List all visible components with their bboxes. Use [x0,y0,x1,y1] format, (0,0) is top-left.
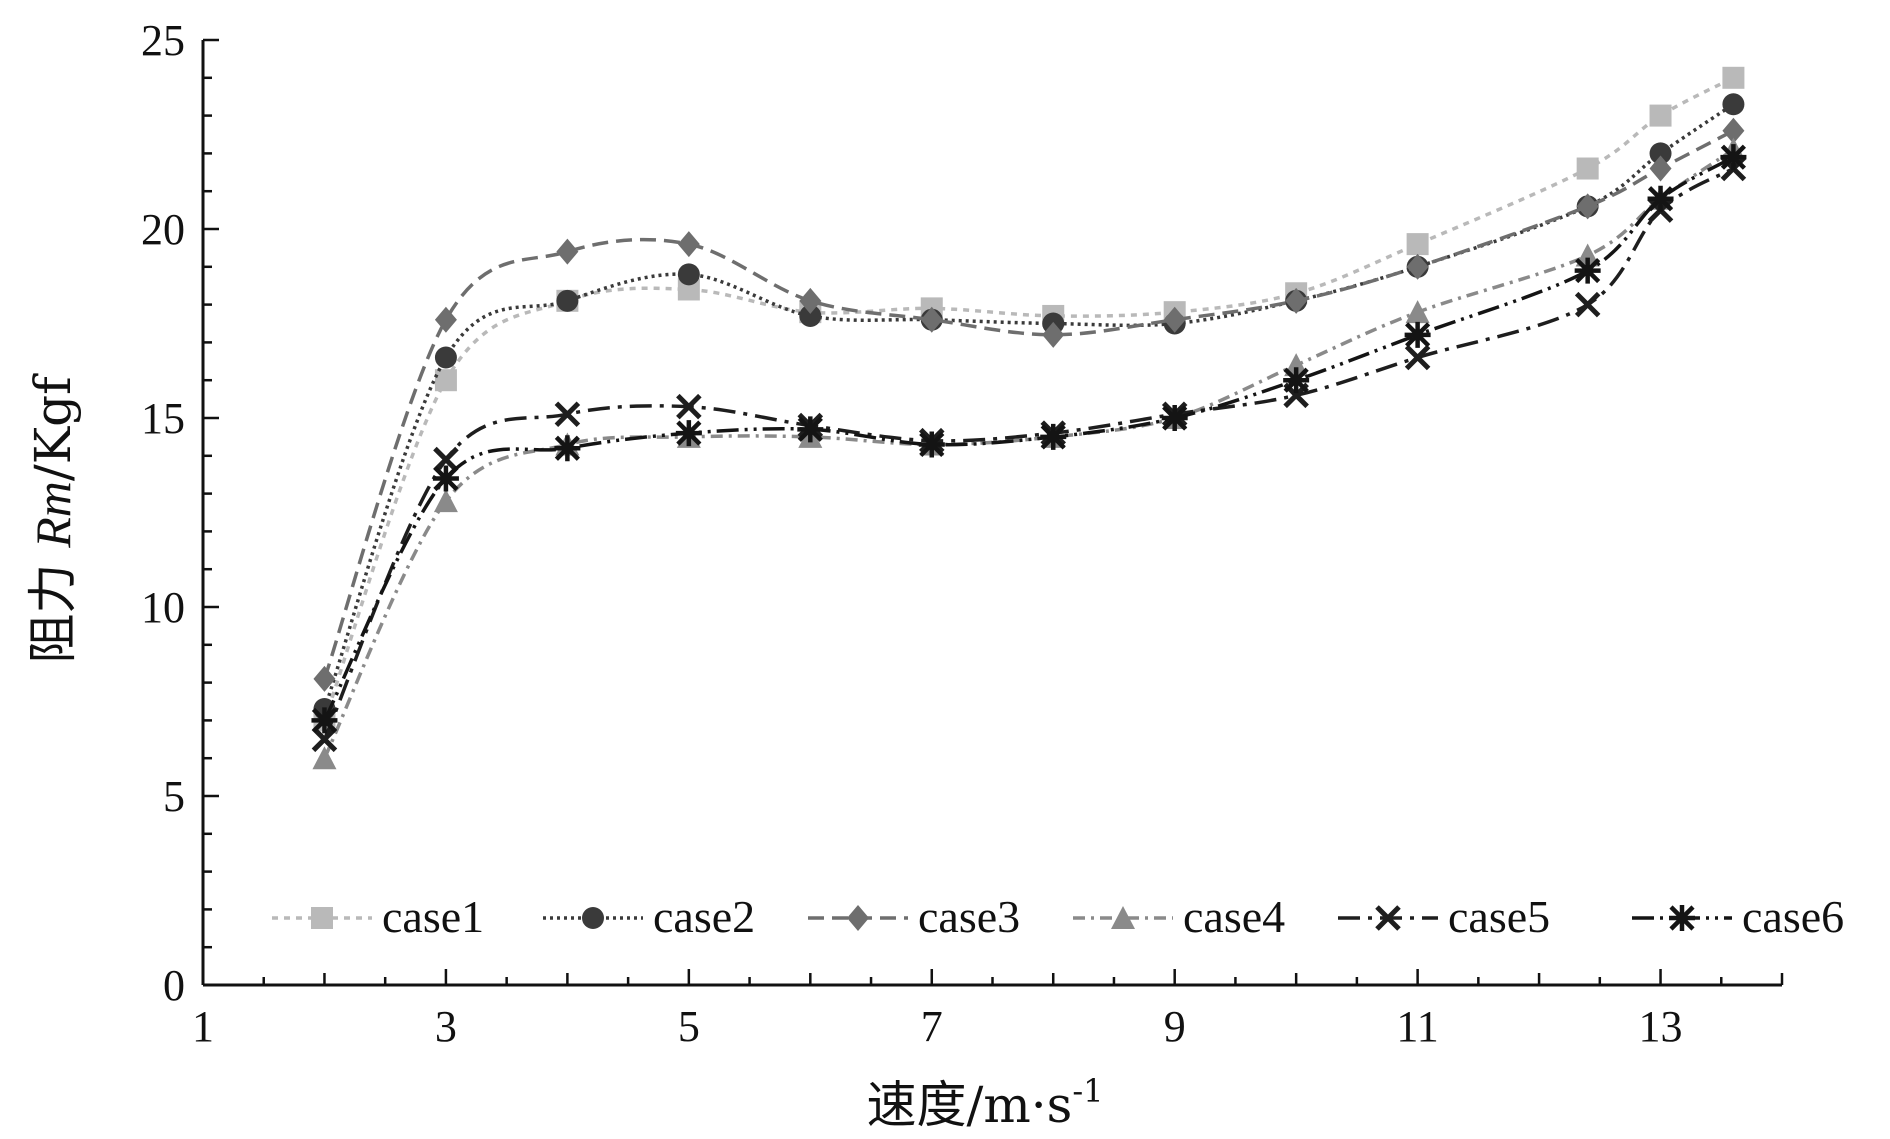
case4-point [1405,300,1430,324]
case4-point [433,489,458,513]
case4-line [322,148,1735,759]
case3-point [920,306,943,333]
legend-swatch-marker [1111,906,1135,929]
legend-label: case5 [1448,891,1550,942]
case1-point [434,369,457,392]
case5-point [1404,344,1431,371]
case2-point [1649,142,1672,165]
legend-item-case6: case6 [1632,891,1844,942]
case6-point [1647,185,1674,212]
case4-point [1575,243,1600,267]
case2-line [322,102,1735,710]
case2-point [434,346,457,369]
case5-line [322,166,1735,740]
case6-point [918,431,945,458]
case6-line [322,155,1735,722]
x-tick-label: 1 [192,1002,214,1051]
legend-label: case6 [1742,891,1844,942]
case2-point [1722,93,1745,116]
legend-item-case4: case4 [1073,891,1285,942]
case1-point [1406,233,1429,256]
y-axis-title: 阻力 Rm/Kgf [24,373,82,664]
case6-point [1720,144,1747,171]
y-tick-label: 20 [141,205,185,254]
legend-swatch-marker [311,907,333,929]
case1-point [1722,66,1745,89]
legend-item-case1: case1 [272,891,484,942]
case3-line [322,129,1735,680]
y-tick-label: 15 [141,394,185,443]
case5-point [311,726,338,753]
x-tick-label: 7 [921,1002,943,1051]
case6-point [1040,423,1067,450]
series-case3 [313,117,1745,692]
case2-point [556,289,579,312]
case2-point [677,263,700,286]
case5-point [676,393,702,420]
case5-point [554,401,581,427]
case3-point [1576,193,1599,220]
x-axis-title: 速度/m·s-1 [867,1072,1104,1134]
case6-point [1574,257,1601,284]
case3-point [799,287,822,314]
case6-point [1161,405,1188,431]
case1-point [1649,104,1672,127]
case5-point [1574,291,1601,318]
legend-swatch-marker [1375,905,1401,931]
x-tick-label: 9 [1164,1002,1186,1051]
case3-point [1406,253,1429,280]
x-tick-label: 13 [1639,1002,1683,1051]
series-layer [311,66,1747,770]
series-case6 [311,144,1747,734]
case6-point [1404,321,1431,348]
case3-point [556,238,579,265]
series-case2 [313,93,1745,721]
y-tick-label: 25 [141,16,185,65]
case1-point [677,278,700,301]
case5-point [433,446,459,473]
case3-point [313,665,336,692]
case1-line [322,76,1735,721]
case6-point [311,707,338,734]
legend-item-case2: case2 [543,891,755,942]
legend-swatch-marker [847,905,869,931]
series-case1 [313,66,1745,732]
series-case4 [312,137,1746,770]
legend-swatch-marker [1669,905,1695,931]
legend-label: case1 [382,891,484,942]
case3-point [1722,117,1745,144]
x-tick-label: 3 [435,1002,457,1051]
case3-point [1285,287,1308,314]
legend-item-case5: case5 [1338,891,1550,942]
case6-point [554,435,581,462]
case4-point [1284,353,1309,377]
case4-point [312,746,337,770]
legend-label: case4 [1183,891,1285,942]
legend-label: case3 [918,891,1020,942]
case3-point [1042,321,1065,348]
case6-point [432,465,459,492]
legend: case1 case2 case3 case4 case5 case6 [272,891,1844,942]
case2-point [799,304,822,327]
case1-point [1576,157,1599,180]
case3-point [1163,306,1186,333]
case3-point [434,306,457,333]
y-tick-label: 0 [163,961,185,1010]
legend-item-case3: case3 [808,891,1020,942]
case6-point [1283,367,1310,394]
case3-point [1649,155,1672,182]
x-tick-label: 11 [1396,1002,1438,1051]
series-case5 [311,155,1747,753]
y-tick-label: 5 [163,772,185,821]
legend-label: case2 [653,891,755,942]
y-tick-label: 10 [141,583,185,632]
legend-swatch-marker [582,907,604,929]
case6-point [797,416,824,443]
case6-point [675,420,702,447]
x-tick-label: 5 [678,1002,700,1051]
case3-point [677,231,700,258]
